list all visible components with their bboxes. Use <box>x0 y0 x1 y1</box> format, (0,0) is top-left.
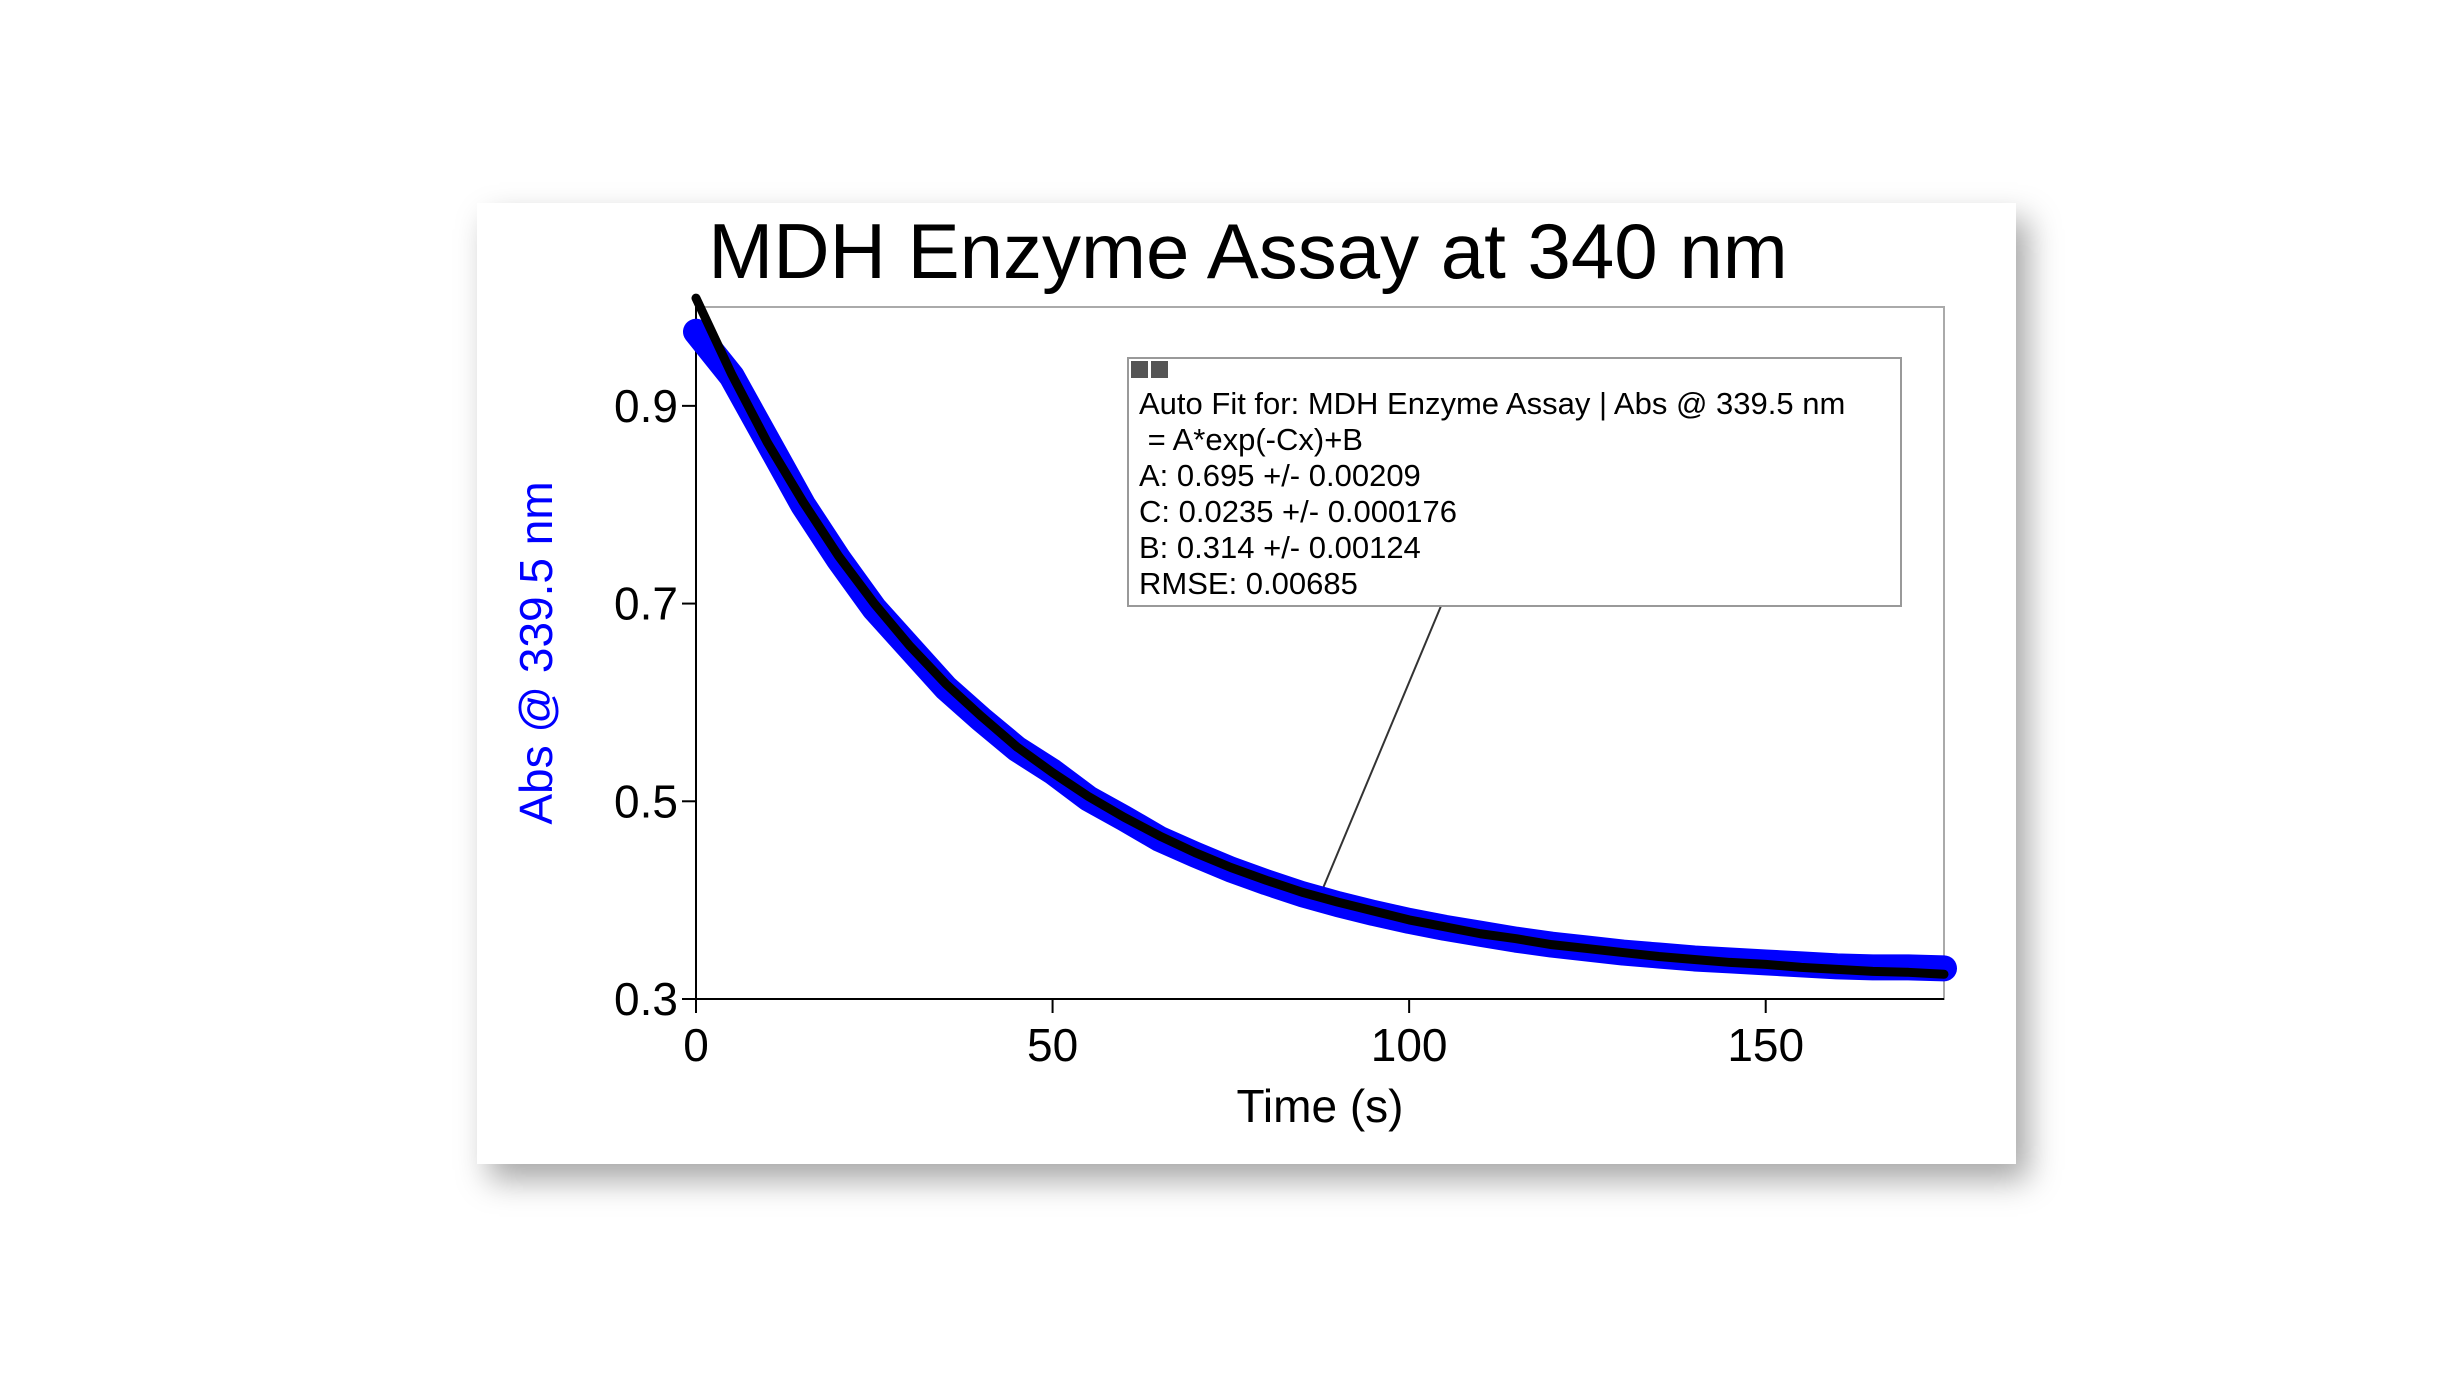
minimize-icon[interactable] <box>1151 361 1168 378</box>
annotation-leader <box>1320 605 1442 894</box>
y-tick-label: 0.7 <box>614 578 678 630</box>
y-tick-label: 0.5 <box>614 775 678 827</box>
fit-curve <box>691 293 1949 979</box>
x-tick-label: 0 <box>683 1019 709 1071</box>
annotation-line: C: 0.0235 +/- 0.000176 <box>1139 494 1457 529</box>
y-tick-label: 0.3 <box>614 973 678 1025</box>
x-tick-label: 150 <box>1727 1019 1804 1071</box>
annotation-line: Auto Fit for: MDH Enzyme Assay | Abs @ 3… <box>1139 386 1845 421</box>
y-tick-label: 0.9 <box>614 380 678 432</box>
x-axis-label: Time (s) <box>1237 1080 1404 1132</box>
x-tick-label: 100 <box>1371 1019 1448 1071</box>
x-tick-label: 50 <box>1027 1019 1078 1071</box>
annotation-line: B: 0.314 +/- 0.00124 <box>1139 530 1421 565</box>
fit-annotation: Auto Fit for: MDH Enzyme Assay | Abs @ 3… <box>1127 357 1902 607</box>
annotation-line: A: 0.695 +/- 0.00209 <box>1139 458 1421 493</box>
annotation-line: = A*exp(-Cx)+B <box>1139 422 1363 457</box>
close-icon[interactable] <box>1131 361 1148 378</box>
y-axis-label: Abs @ 339.5 nm <box>510 481 562 824</box>
chart-title: MDH Enzyme Assay at 340 nm <box>708 207 1787 295</box>
annotation-line: RMSE: 0.00685 <box>1139 566 1358 601</box>
annotation-box <box>1127 357 1902 607</box>
